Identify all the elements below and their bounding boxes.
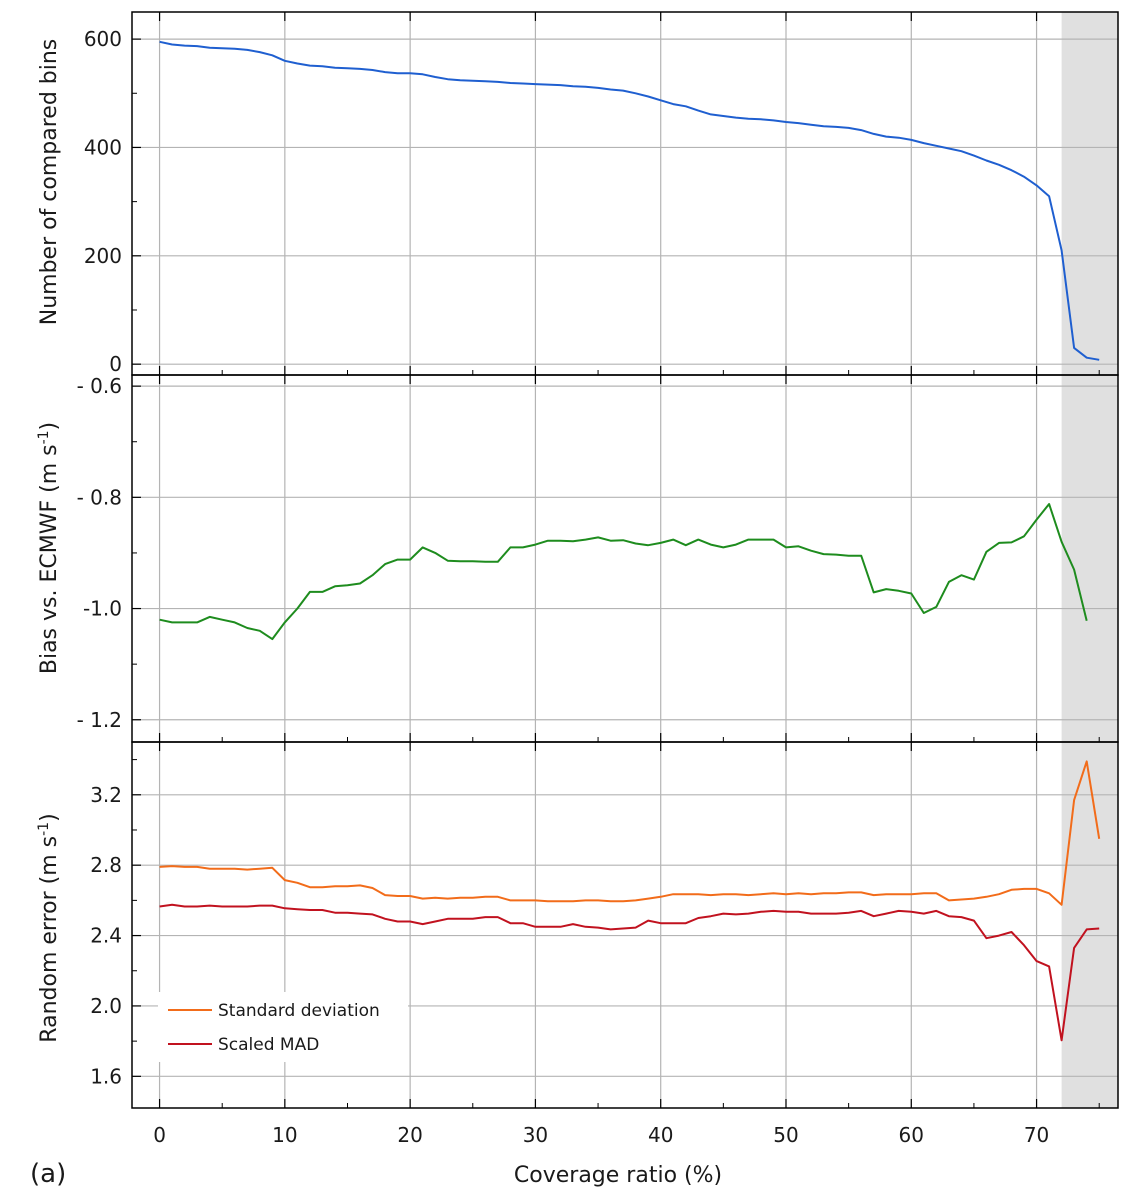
y-tick-label: - 0.6 [77, 374, 122, 398]
series-line-random-0 [159, 760, 1101, 906]
panel-label: (a) [30, 1159, 66, 1189]
y-tick-label: 2.8 [90, 853, 122, 877]
y-tick-label: 400 [84, 135, 122, 159]
legend: Standard deviation Scaled MAD [158, 992, 408, 1062]
panel-frame-bins [131, 11, 1119, 376]
series-layer [159, 40, 1101, 1042]
y-axis-title-random: Random error (m s-1) [36, 813, 62, 1042]
legend-label-standard-deviation: Standard deviation [218, 1001, 380, 1021]
x-tick-label: 40 [648, 1123, 673, 1147]
legend-box [158, 992, 408, 1062]
x-tick-label: 30 [523, 1123, 548, 1147]
x-tick-label: 0 [153, 1123, 166, 1147]
y-tick-label: 200 [84, 244, 122, 268]
y-tick-label: 3.2 [90, 783, 122, 807]
y-tick-label: 600 [84, 27, 122, 51]
y-tick-label: 1.6 [90, 1064, 122, 1088]
y-axis-title-bias-exp: -1 [36, 430, 52, 444]
panel-frame-bias [131, 374, 1119, 743]
x-tick-label: 70 [1024, 1123, 1049, 1147]
legend-label-scaled-mad: Scaled MAD [218, 1035, 319, 1055]
x-tick-label: 20 [397, 1123, 422, 1147]
y-tick-label: -1.0 [83, 597, 122, 621]
x-tick-label: 50 [773, 1123, 798, 1147]
shaded-region [1061, 12, 1118, 1108]
frame-layer [131, 11, 1119, 1109]
series-line-bins-0 [159, 40, 1100, 361]
y-axis-title-random-main: Random error (m s [37, 836, 62, 1043]
y-axis-title-bias-tail: ) [37, 422, 62, 431]
y-axis-title-bias: Bias vs. ECMWF (m s-1) [36, 422, 62, 674]
y-axis-title-random-tail: ) [37, 813, 62, 822]
x-tick-label: 60 [899, 1123, 924, 1147]
y-tick-label: - 0.8 [77, 485, 122, 509]
x-tick-label: 10 [272, 1123, 297, 1147]
series-line-bias-0 [159, 503, 1088, 641]
y-tick-label: 2.4 [90, 924, 122, 948]
y-axis-title-bias-main: Bias vs. ECMWF (m s [37, 444, 62, 674]
y-tick-label: 0 [109, 352, 122, 376]
grid-layer [132, 12, 1118, 1108]
y-axis-title-bins: Number of compared bins [37, 39, 62, 326]
x-axis-title: Coverage ratio (%) [514, 1163, 722, 1188]
y-axis-title-random-exp: -1 [36, 822, 52, 836]
y-tick-label: - 1.2 [77, 708, 122, 732]
series-line-random-1 [159, 903, 1100, 1042]
panel-frame-random [131, 741, 1119, 1109]
shaded-region-layer [1061, 12, 1118, 1108]
y-tick-label: 2.0 [90, 994, 122, 1018]
